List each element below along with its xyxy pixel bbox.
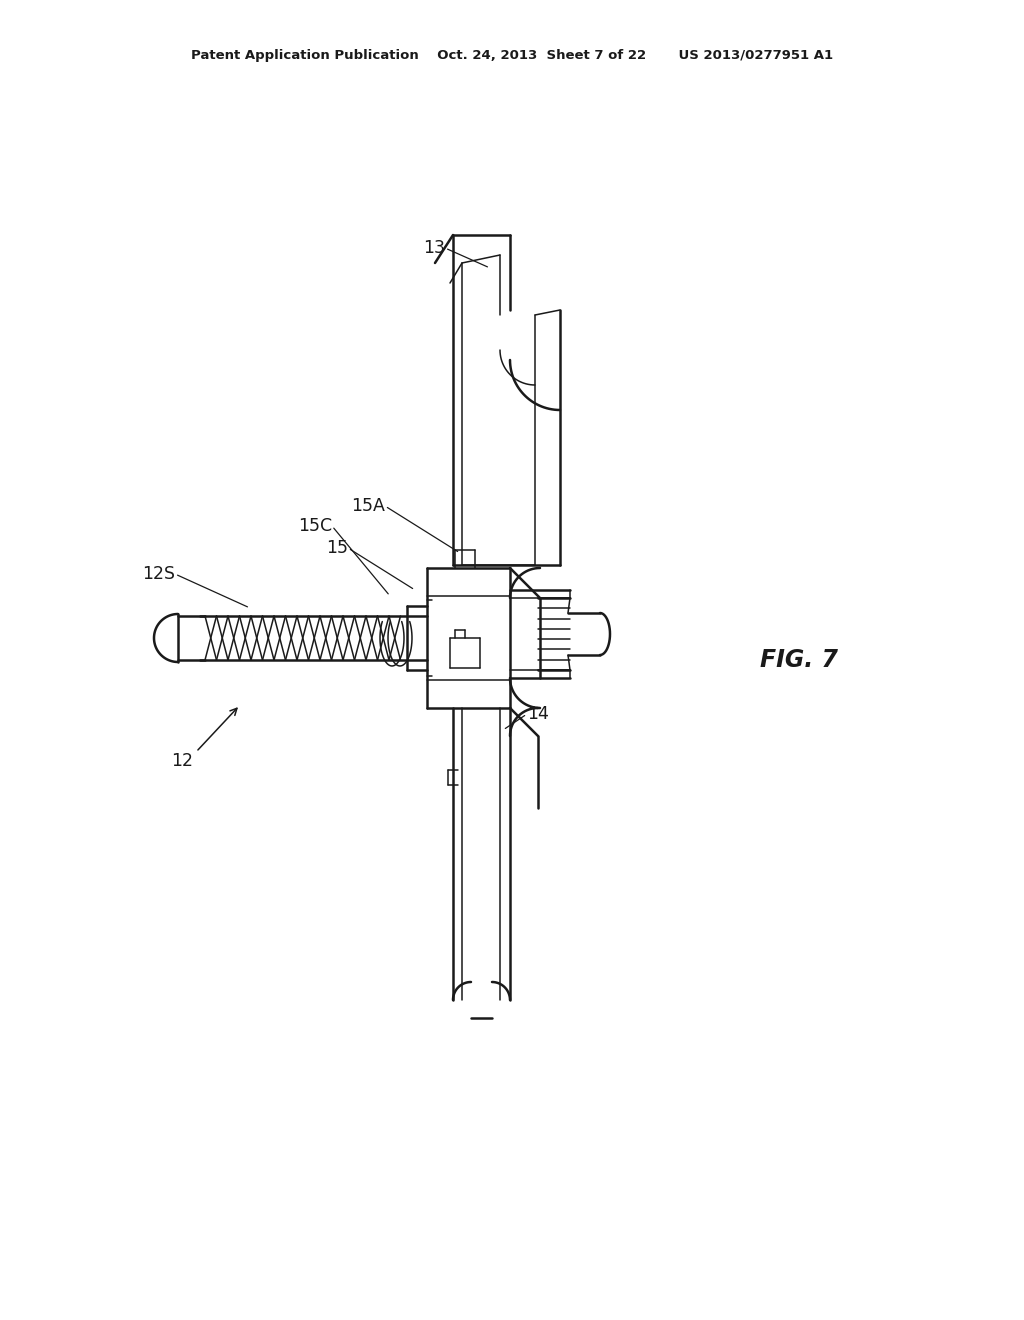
Text: 15C: 15C [298, 517, 332, 535]
Text: 12: 12 [171, 752, 193, 770]
Text: 15A: 15A [351, 498, 385, 515]
Text: 12S: 12S [142, 565, 175, 583]
Text: 15: 15 [326, 539, 348, 557]
Text: 13: 13 [423, 239, 445, 257]
Text: Patent Application Publication    Oct. 24, 2013  Sheet 7 of 22       US 2013/027: Patent Application Publication Oct. 24, … [190, 49, 834, 62]
Text: FIG. 7: FIG. 7 [760, 648, 838, 672]
Text: 14: 14 [527, 705, 549, 723]
